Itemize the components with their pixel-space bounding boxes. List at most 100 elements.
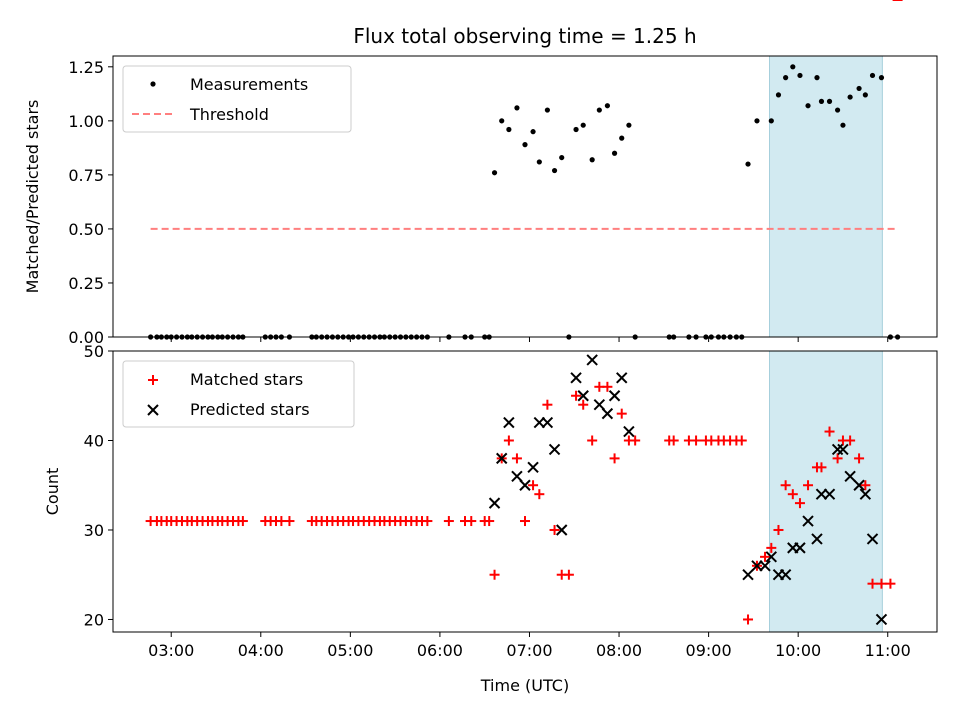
predicted-star-point — [811, 533, 823, 545]
predicted-star-point — [623, 425, 635, 438]
top-panel: 0.00 0.25 0.50 0.75 1.00 1.25 Matched/Predict… — [23, 55, 938, 347]
matched-star-point — [832, 453, 843, 464]
measurement-point — [611, 150, 618, 156]
matched-star-point — [780, 480, 791, 491]
measurement-point — [619, 135, 625, 141]
bottom-axes-frame — [112, 350, 938, 633]
x-stroke-b — [859, 488, 872, 500]
predicted-star-point — [541, 416, 554, 429]
top-y-axis: 0.00 0.25 0.50 0.75 1.00 1.25 — [68, 58, 113, 347]
measurement-point — [847, 94, 853, 100]
measurement-point — [878, 75, 885, 81]
matched-star-point — [237, 516, 248, 527]
measurement-point — [506, 126, 512, 133]
matched-star-point — [794, 498, 805, 509]
x-stroke-b — [593, 398, 606, 411]
x-stroke-b — [503, 416, 515, 429]
matched-star-point — [443, 516, 454, 527]
matched-star-point — [520, 516, 530, 527]
matched-star-point — [549, 524, 560, 535]
matched-star-point — [609, 453, 620, 464]
y-tick-label: 1.00 — [68, 112, 104, 131]
matched-star-point — [630, 435, 641, 446]
predicted-star-point — [765, 551, 778, 563]
x-stroke-b — [488, 497, 501, 509]
measurement-point — [626, 122, 632, 128]
matched-star-point — [578, 399, 589, 410]
top-x-ticks — [170, 337, 889, 342]
predicted-star-point — [608, 390, 621, 402]
predicted-star-point — [593, 398, 606, 411]
bottom-y-axis-label: Count — [43, 468, 62, 516]
measurement-point — [834, 107, 841, 113]
matched-star-point — [563, 569, 574, 580]
legend-threshold-label: Threshold — [189, 105, 269, 124]
measurement-point — [491, 170, 498, 176]
x-stroke-b — [548, 443, 561, 456]
measurement-point — [745, 161, 751, 167]
y-tick-label: 40 — [84, 431, 104, 450]
bottom-y-axis: 20 30 40 50 — [84, 342, 113, 629]
matched-star-point — [691, 435, 702, 446]
x-stroke-b — [875, 613, 888, 626]
x-stroke-b — [570, 372, 582, 384]
top-axes-frame — [112, 55, 938, 338]
matched-star-point — [484, 516, 495, 527]
predicted-star-point — [875, 613, 888, 626]
predicted-star-point — [759, 560, 771, 572]
y-tick-label: 0.25 — [68, 274, 104, 293]
measurement-point — [514, 105, 520, 111]
predicted-star-point — [837, 443, 849, 456]
measurement-point — [522, 142, 528, 148]
x-stroke-b — [601, 407, 614, 420]
measurement-point — [790, 64, 796, 70]
measurement-point — [604, 103, 611, 109]
measurement-point — [596, 107, 602, 113]
x-tick-label: 05:00 — [327, 641, 373, 660]
measurement-point — [768, 118, 774, 124]
predicted-star-point — [519, 479, 531, 491]
x-stroke-b — [802, 515, 814, 527]
matched-star-point — [824, 426, 835, 437]
matched-star-point — [845, 435, 856, 446]
matched-star-point — [587, 435, 598, 446]
measurement-point — [499, 118, 505, 124]
matched-star-point — [466, 516, 477, 527]
top-highlight-span — [769, 55, 883, 338]
top-legend-box — [122, 65, 352, 133]
x-stroke-b — [837, 443, 849, 456]
matched-star-point — [803, 480, 814, 491]
measurement-point — [559, 154, 565, 161]
matched-star-point — [876, 578, 887, 589]
measurement-point — [783, 75, 789, 81]
x-tick-label: 09:00 — [686, 641, 732, 660]
x-stroke-b — [623, 425, 635, 438]
bottom-x-axis: 03:00 04:00 05:00 06:00 07:00 08:00 09:00 10:00… — [148, 632, 911, 660]
x-tick-label: 08:00 — [596, 641, 642, 660]
measurement-point — [536, 159, 542, 165]
x-stroke-b — [541, 416, 554, 429]
measurement-point — [797, 72, 803, 79]
legend-measurements-marker — [150, 81, 156, 87]
predicted-star-point — [742, 569, 754, 581]
legend-x — [147, 404, 159, 416]
predicted-star-point — [496, 452, 508, 465]
matched-star-point — [489, 569, 500, 580]
matched-star-point — [860, 480, 871, 491]
predicted-star-point — [616, 372, 628, 384]
top-y-axis-label: Matched/Predicted stars — [23, 100, 42, 294]
matched-star-point — [503, 435, 514, 446]
x-stroke-b — [608, 390, 621, 402]
measurement-point — [840, 122, 846, 128]
predicted-star-point — [844, 470, 856, 482]
matched-star-point — [743, 614, 754, 625]
predicted-star-point — [823, 488, 836, 500]
x-stroke-b — [853, 479, 865, 491]
predicted-star-point — [527, 461, 539, 474]
x-stroke-b — [811, 533, 823, 545]
measurement-point — [589, 157, 595, 163]
x-stroke-b — [556, 524, 568, 536]
x-stroke-b — [866, 533, 879, 545]
